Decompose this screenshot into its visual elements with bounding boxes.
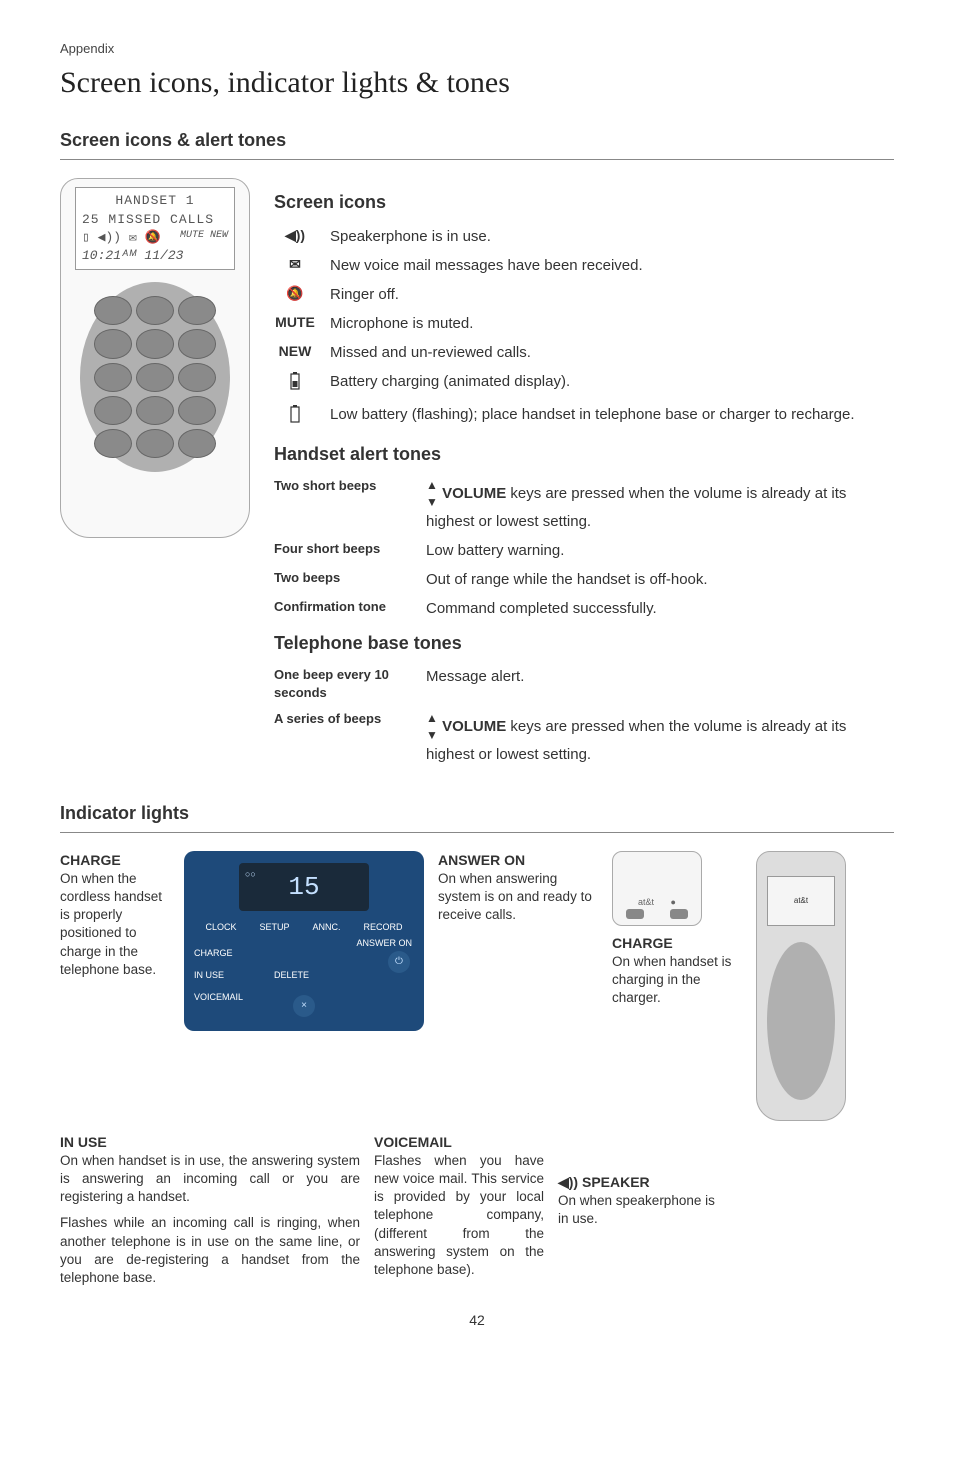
icon-desc: Battery charging (animated display). bbox=[330, 371, 570, 392]
base-label-charge: CHARGE bbox=[194, 947, 233, 960]
appendix-label: Appendix bbox=[60, 40, 894, 58]
lcd-line2: 25 MISSED CALLS bbox=[82, 211, 228, 229]
inuse-body1: On when handset is in use, the answering… bbox=[60, 1152, 360, 1207]
volume-arrow-icon: ▲▼ bbox=[426, 477, 438, 511]
icon-desc: Microphone is muted. bbox=[330, 313, 473, 334]
icon-desc: Missed and un-reviewed calls. bbox=[330, 342, 531, 363]
icon-row-speakerphone: ◀)) Speakerphone is in use. bbox=[274, 226, 894, 247]
base-label-inuse: IN USE bbox=[194, 969, 224, 982]
tone-row: Four short beeps Low battery warning. bbox=[274, 540, 894, 561]
tone-label: Confirmation tone bbox=[274, 598, 414, 616]
tone-label: One beep every 10 seconds bbox=[274, 666, 414, 702]
new-icon: NEW bbox=[274, 342, 316, 362]
charger-brand: at&t bbox=[638, 897, 654, 907]
answer-on-body: On when answering system is on and ready… bbox=[438, 871, 592, 922]
icon-row-new: NEW Missed and un-reviewed calls. bbox=[274, 342, 894, 363]
battery-low-icon bbox=[274, 404, 316, 430]
base-btn-setup: SETUP bbox=[259, 921, 289, 934]
speaker-body: On when speakerphone is in use. bbox=[558, 1193, 715, 1226]
icon-row-battery-charging: Battery charging (animated display). bbox=[274, 371, 894, 397]
base-display: ○○ 15 bbox=[239, 863, 369, 911]
mute-icon: MUTE bbox=[274, 313, 316, 333]
indicator-lights-heading: Indicator lights bbox=[60, 801, 894, 826]
voicemail-title: VOICEMAIL bbox=[374, 1133, 544, 1152]
icon-desc: Speakerphone is in use. bbox=[330, 226, 491, 247]
tone-label: A series of beeps bbox=[274, 710, 414, 728]
inuse-title: IN USE bbox=[60, 1133, 360, 1152]
charger-led: ● bbox=[671, 897, 676, 907]
icon-row-battery-low: Low battery (flashing); place handset in… bbox=[274, 404, 894, 430]
handset2-lcd: at&t bbox=[767, 876, 835, 926]
charge-title: CHARGE bbox=[60, 851, 170, 870]
tone-row: A series of beeps ▲▼ VOLUME keys are pre… bbox=[274, 710, 894, 765]
divider bbox=[60, 159, 894, 160]
tone-label: Two short beeps bbox=[274, 477, 414, 495]
tone-text: Out of range while the handset is off-ho… bbox=[426, 569, 894, 590]
tone-text: ▲▼ VOLUME keys are pressed when the volu… bbox=[426, 710, 894, 765]
base-power-icon: ⏻ bbox=[388, 951, 410, 973]
tone-text: Command completed successfully. bbox=[426, 598, 894, 619]
answer-on-title: ANSWER ON bbox=[438, 851, 598, 870]
bell-off-icon: 🔕 bbox=[274, 284, 316, 304]
handset-illustration: HANDSET 1 25 MISSED CALLS ▯ ◀)) ✉ 🔕 MUTE… bbox=[60, 178, 250, 538]
speaker-title: ◀)) SPEAKER bbox=[558, 1173, 718, 1192]
icon-desc: Ringer off. bbox=[330, 284, 399, 305]
base-tones-heading: Telephone base tones bbox=[274, 631, 894, 656]
screen-icons-heading: Screen icons bbox=[274, 190, 894, 215]
handset-lcd: HANDSET 1 25 MISSED CALLS ▯ ◀)) ✉ 🔕 MUTE… bbox=[75, 187, 235, 270]
lcd-status-text: MUTE NEW bbox=[180, 229, 228, 247]
base-button-row: CLOCK SETUP ANNC. RECORD bbox=[194, 921, 414, 934]
base-btn-record: RECORD bbox=[363, 921, 402, 934]
handset2-illustration: at&t bbox=[756, 851, 846, 1121]
icon-desc: Low battery (flashing); place handset in… bbox=[330, 404, 855, 425]
icon-desc: New voice mail messages have been receiv… bbox=[330, 255, 643, 276]
base-display-number: 15 bbox=[288, 869, 319, 905]
base-btn-clock: CLOCK bbox=[205, 921, 236, 934]
tone-row: Confirmation tone Command completed succ… bbox=[274, 598, 894, 619]
base-label-voicemail: VOICEMAIL bbox=[194, 991, 243, 1004]
base-brand: ○○ bbox=[245, 869, 256, 882]
divider bbox=[60, 832, 894, 833]
base-label-delete: DELETE bbox=[274, 969, 309, 982]
speaker-icon: ◀)) bbox=[274, 226, 316, 246]
tone-text: Message alert. bbox=[426, 666, 894, 687]
envelope-icon: ✉ bbox=[274, 255, 316, 275]
tone-row: Two beeps Out of range while the handset… bbox=[274, 569, 894, 590]
lcd-status-icons: ▯ ◀)) ✉ 🔕 bbox=[82, 229, 161, 247]
handset2-keypad bbox=[767, 942, 835, 1100]
tone-row: Two short beeps ▲▼ VOLUME keys are press… bbox=[274, 477, 894, 532]
page-title: Screen icons, indicator lights & tones bbox=[60, 62, 894, 104]
tone-text: Low battery warning. bbox=[426, 540, 894, 561]
charge2-body: On when handset is charging in the charg… bbox=[612, 954, 731, 1005]
volume-arrow-icon: ▲▼ bbox=[426, 710, 438, 744]
handset-keypad bbox=[80, 282, 230, 472]
base-unit-illustration: ○○ 15 CLOCK SETUP ANNC. RECORD CHARGE IN… bbox=[184, 851, 424, 1031]
charger-illustration: at&t ● bbox=[612, 851, 702, 926]
voicemail-body: Flashes when you have new voice mail. Th… bbox=[374, 1152, 544, 1280]
lcd-line1: HANDSET 1 bbox=[82, 192, 228, 210]
tone-label: Two beeps bbox=[274, 569, 414, 587]
base-btn-annc: ANNC. bbox=[312, 921, 340, 934]
icon-row-mute: MUTE Microphone is muted. bbox=[274, 313, 894, 334]
volume-keyword: VOLUME bbox=[442, 718, 506, 735]
base-close-icon: × bbox=[293, 995, 315, 1017]
lcd-line4: 10:21ᴬᴹ 11/23 bbox=[82, 247, 228, 265]
battery-charging-icon bbox=[274, 371, 316, 397]
inuse-body2: Flashes while an incoming call is ringin… bbox=[60, 1214, 360, 1287]
base-label-answer: ANSWER ON bbox=[356, 937, 412, 950]
tone-row: One beep every 10 seconds Message alert. bbox=[274, 666, 894, 702]
page-number: 42 bbox=[60, 1311, 894, 1331]
charge-body: On when the cordless handset is properly… bbox=[60, 871, 162, 977]
icon-row-voicemail: ✉ New voice mail messages have been rece… bbox=[274, 255, 894, 276]
icon-row-ringer-off: 🔕 Ringer off. bbox=[274, 284, 894, 305]
tone-label: Four short beeps bbox=[274, 540, 414, 558]
section-screen-icons-alert-tones: Screen icons & alert tones bbox=[60, 128, 894, 153]
volume-keyword: VOLUME bbox=[442, 485, 506, 502]
charge2-title: CHARGE bbox=[612, 934, 742, 953]
tone-text: ▲▼ VOLUME keys are pressed when the volu… bbox=[426, 477, 894, 532]
handset-tones-heading: Handset alert tones bbox=[274, 442, 894, 467]
